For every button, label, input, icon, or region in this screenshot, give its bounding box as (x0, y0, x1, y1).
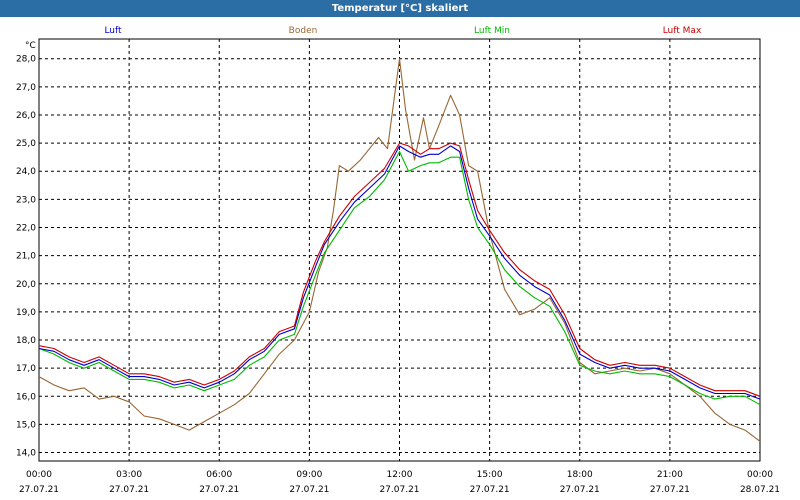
y-unit-label: °C (25, 41, 36, 51)
x-tick-time: 00:00 (26, 470, 52, 480)
legend-entry: Luft (104, 26, 122, 36)
x-tick-time: 09:00 (296, 470, 322, 480)
y-tick-label: 27,0 (16, 83, 36, 93)
plot-frame (38, 38, 761, 462)
legend-entry: Luft Max (663, 26, 702, 36)
x-tick-time: 15:00 (477, 470, 503, 480)
legend: Luft Boden Luft Min Luft Max (104, 26, 702, 36)
x-tick-time: 00:00 (747, 470, 773, 480)
y-tick-label: 16,0 (16, 392, 36, 402)
x-tick-date: 27.07.21 (560, 485, 600, 495)
x-tick-time: 18:00 (567, 470, 593, 480)
y-tick-label: 14,0 (16, 449, 36, 459)
x-tick-time: 06:00 (206, 470, 232, 480)
y-tick-label: 17,0 (16, 364, 36, 374)
series-line-luft (38, 145, 761, 400)
window-title: Temperatur [°C] skaliert (0, 0, 800, 17)
x-tick-time: 03:00 (116, 470, 142, 480)
series-line-boden (38, 58, 761, 442)
y-tick-label: 21,0 (16, 252, 36, 262)
x-tick-time: 21:00 (657, 470, 683, 480)
x-tick-date: 27.07.21 (19, 485, 59, 495)
x-tick-date: 27.07.21 (650, 485, 690, 495)
y-tick-label: 25,0 (16, 139, 36, 149)
y-tick-label: 19,0 (16, 308, 36, 318)
y-tick-label: 26,0 (16, 111, 36, 121)
x-tick-date: 27.07.21 (199, 485, 239, 495)
grid (39, 39, 760, 461)
y-tick-label: 28,0 (16, 55, 36, 65)
series-line-luft-max (38, 142, 761, 397)
y-tick-label: 24,0 (16, 167, 36, 177)
x-tick-date: 27.07.21 (109, 485, 149, 495)
legend-entry: Luft Min (474, 26, 510, 36)
series-lines (38, 58, 761, 442)
x-tick-time: 12:00 (387, 470, 413, 480)
y-tick-label: 18,0 (16, 336, 36, 346)
y-tick-label: 15,0 (16, 420, 36, 430)
x-tick-date: 27.07.21 (470, 485, 510, 495)
y-tick-label: 20,0 (16, 280, 36, 290)
axes: 14,0 15,0 16,0 17,0 18,0 19,0 20,0 21,0 22,0 23,0… (16, 38, 780, 495)
x-tick-date: 27.07.21 (289, 485, 329, 495)
y-tick-label: 23,0 (16, 195, 36, 205)
legend-entry: Boden (289, 26, 318, 36)
x-tick-date: 27.07.21 (379, 485, 419, 495)
x-tick-date: 28.07.21 (740, 485, 780, 495)
series-line-luft-min (38, 150, 761, 406)
y-tick-label: 22,0 (16, 223, 36, 233)
